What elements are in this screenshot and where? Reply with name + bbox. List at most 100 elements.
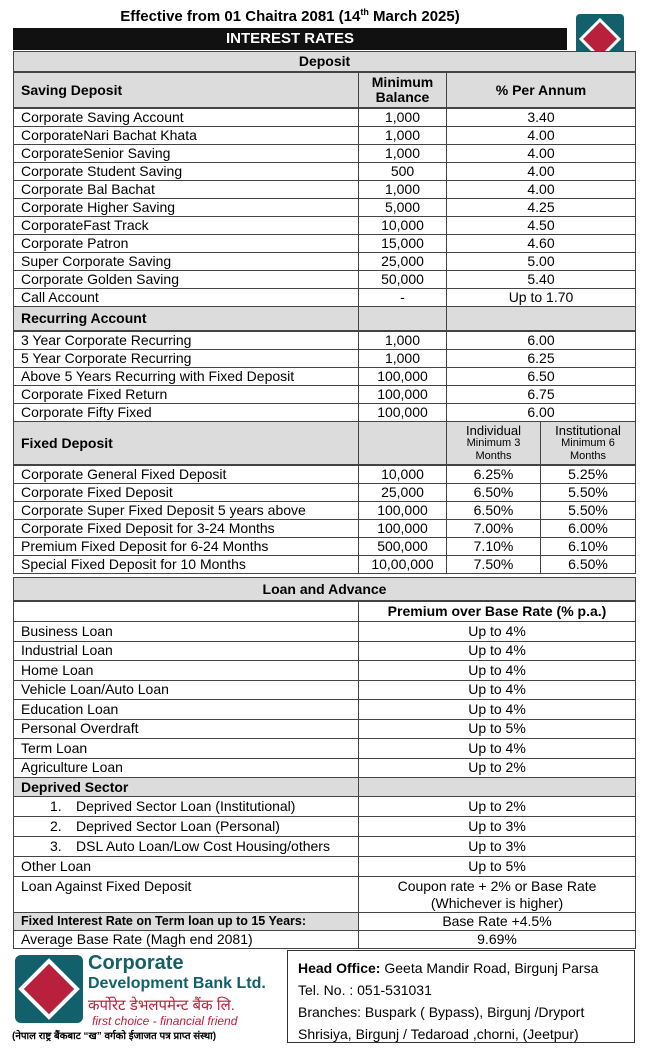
rate: 6.50 [446, 367, 636, 386]
effective-sup: th [360, 7, 369, 17]
title-bar: INTEREST RATES [13, 28, 567, 50]
logo-bottom [15, 955, 83, 1023]
empty-cell [13, 601, 359, 622]
row-label: 3 Year Corporate Recurring [13, 331, 359, 350]
row-label: Corporate Student Saving [13, 162, 359, 181]
row-label: Corporate Fifty Fixed [13, 403, 359, 422]
header-sub: Minimum 6 Months [561, 436, 615, 462]
rate-institutional: 5.50% [540, 483, 636, 502]
empty-cell [358, 421, 447, 465]
section-title: Loan and Advance [13, 577, 636, 601]
rate-individual: 6.25% [446, 465, 541, 484]
rate-individual: 7.50% [446, 555, 541, 574]
rate: Base Rate +4.5% [358, 912, 636, 931]
rate: Up to 4% [358, 738, 636, 759]
effective-text: March 2025) [368, 8, 460, 25]
rate: 6.25 [446, 349, 636, 368]
rate: Up to 5% [358, 718, 636, 739]
min-balance: 25,000 [358, 252, 447, 271]
min-balance: 10,00,000 [358, 555, 447, 574]
column-header: % Per Annum [446, 72, 636, 108]
row-label: Super Corporate Saving [13, 252, 359, 271]
row-label: 2. Deprived Sector Loan (Personal) [13, 816, 359, 837]
tagline: first choice - financial friend [92, 1014, 238, 1028]
row-label: Above 5 Years Recurring with Fixed Depos… [13, 367, 359, 386]
section-header: Fixed Deposit [13, 421, 359, 465]
row-label: Special Fixed Deposit for 10 Months [13, 555, 359, 574]
rate: Up to 4% [358, 621, 636, 642]
rate: Coupon rate + 2% or Base Rate (Whichever … [358, 876, 636, 913]
head-office-label: Head Office: [298, 960, 381, 976]
min-balance: 1,000 [358, 349, 447, 368]
min-balance: 50,000 [358, 270, 447, 289]
row-label: Education Loan [13, 699, 359, 720]
rate: 4.00 [446, 180, 636, 199]
row-label: 1. Deprived Sector Loan (Institutional) [13, 796, 359, 817]
row-label: CorporateSenior Saving [13, 144, 359, 163]
item-label: DSL Auto Loan/Low Cost Housing/others [76, 838, 330, 854]
telephone: Tel. No. : 051-531031 [298, 982, 432, 998]
rate-institutional: 5.25% [540, 465, 636, 484]
rate: 4.00 [446, 162, 636, 181]
row-label: Industrial Loan [13, 640, 359, 661]
min-balance: 1,000 [358, 108, 447, 127]
min-balance: 1,000 [358, 126, 447, 145]
effective-date: Effective from 01 Chaitra 2081 (14th Mar… [13, 7, 567, 25]
min-balance: 1,000 [358, 180, 447, 199]
header-sub: Minimum 3 Months [466, 436, 521, 462]
rate: Up to 2% [358, 796, 636, 817]
rate-institutional: 6.10% [540, 537, 636, 556]
effective-text: Effective from 01 Chaitra 2081 (14 [120, 8, 361, 25]
rate: Up to 3% [358, 836, 636, 857]
min-balance: 15,000 [358, 234, 447, 253]
min-balance: 500,000 [358, 537, 447, 556]
rate-individual: 6.50% [446, 483, 541, 502]
row-label: Business Loan [13, 621, 359, 642]
rate: 9.69% [358, 930, 636, 949]
row-label: Home Loan [13, 660, 359, 681]
rate: 4.50 [446, 216, 636, 235]
row-label: Agriculture Loan [13, 757, 359, 778]
row-label: Personal Overdraft [13, 718, 359, 739]
min-balance: 100,000 [358, 519, 447, 538]
min-balance: - [358, 288, 447, 307]
section-title: Deposit [13, 51, 636, 72]
rate: Up to 3% [358, 816, 636, 837]
rate: Up to 2% [358, 757, 636, 778]
row-label: Corporate Bal Bachat [13, 180, 359, 199]
min-balance: 10,000 [358, 465, 447, 484]
item-number: 1. [50, 798, 62, 814]
rate-individual: 6.50% [446, 501, 541, 520]
rate: Up to 4% [358, 640, 636, 661]
empty-cell [358, 777, 636, 797]
row-label: Corporate Fixed Deposit for 3-24 Months [13, 519, 359, 538]
row-label: CorporateFast Track [13, 216, 359, 235]
item-label: Deprived Sector Loan (Personal) [76, 818, 280, 834]
rate: Up to 4% [358, 660, 636, 681]
row-label: Corporate Saving Account [13, 108, 359, 127]
row-label: Corporate Super Fixed Deposit 5 years ab… [13, 501, 359, 520]
rate: 6.00 [446, 403, 636, 422]
row-label: Premium Fixed Deposit for 6-24 Months [13, 537, 359, 556]
row-label: Corporate Golden Saving [13, 270, 359, 289]
rate: 4.00 [446, 144, 636, 163]
min-balance: 500 [358, 162, 447, 181]
row-label: Average Base Rate (Magh end 2081) [13, 930, 359, 949]
rate-individual: 7.00% [446, 519, 541, 538]
rate: 5.40 [446, 270, 636, 289]
min-balance: 100,000 [358, 501, 447, 520]
rate-line: (Whichever is higher) [430, 894, 564, 911]
empty-cell [446, 306, 636, 331]
bank-name-nepali: कर्पोरेट डेभलपमेन्ट बैंक लि. [88, 997, 235, 1014]
min-balance: 1,000 [358, 144, 447, 163]
license: (नेपाल राष्ट्र बैंकबाट “ख” वर्गको ईजाजत … [12, 1031, 217, 1042]
rate: Up to 1.70 [446, 288, 636, 307]
row-label: CorporateNari Bachat Khata [13, 126, 359, 145]
rate: 4.00 [446, 126, 636, 145]
item-number: 2. [50, 818, 62, 834]
column-header: Institutional Minimum 6 Months [540, 421, 636, 465]
row-label: Vehicle Loan/Auto Loan [13, 679, 359, 700]
bank-name: Development Bank Ltd. [88, 975, 266, 992]
header-main: Individual [466, 422, 521, 438]
rate: 6.00 [446, 331, 636, 350]
